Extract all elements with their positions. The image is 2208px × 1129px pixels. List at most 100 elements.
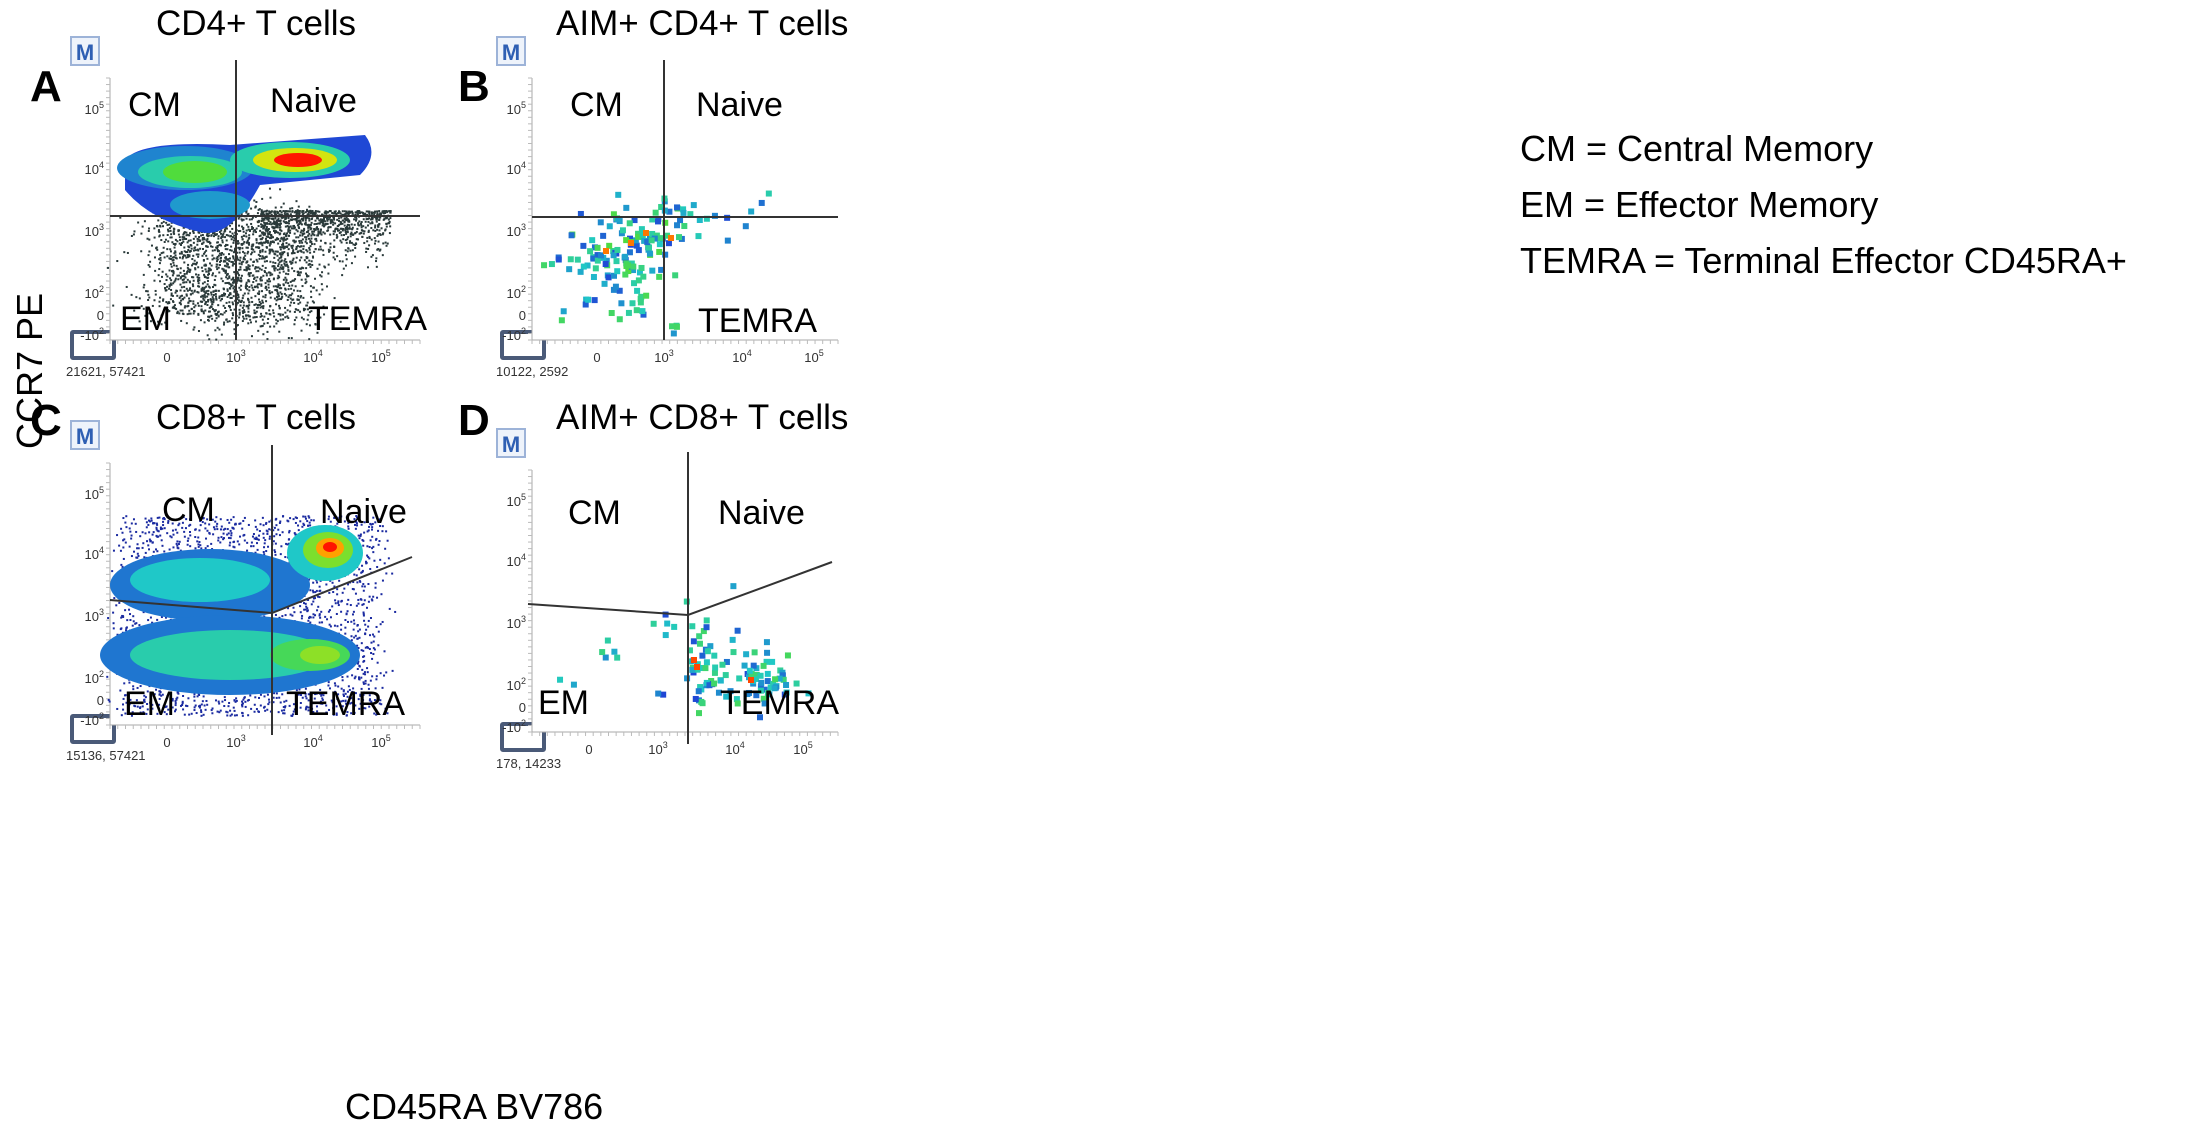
event-dot bbox=[289, 304, 292, 307]
m-button-b[interactable]: M bbox=[496, 36, 526, 66]
gate-box-icon-b[interactable] bbox=[500, 330, 546, 360]
event-dot bbox=[241, 711, 244, 714]
event-dot bbox=[160, 239, 163, 242]
event-dot bbox=[214, 312, 217, 315]
m-button-c[interactable]: M bbox=[70, 420, 100, 450]
event-dot bbox=[336, 235, 339, 238]
event-dot bbox=[292, 279, 295, 282]
event-dot bbox=[296, 230, 299, 233]
event-dot bbox=[295, 308, 298, 311]
event-dot bbox=[130, 714, 133, 717]
event-dot bbox=[376, 212, 379, 215]
gate-box-icon-a[interactable] bbox=[70, 330, 116, 360]
event-dot bbox=[136, 552, 139, 555]
event-dot bbox=[278, 534, 281, 537]
event-dot bbox=[209, 242, 212, 245]
event-dot bbox=[277, 223, 280, 226]
event-dot bbox=[280, 298, 283, 301]
event-dot bbox=[312, 286, 315, 289]
event-dot bbox=[347, 583, 350, 586]
event-dot bbox=[329, 616, 332, 619]
event-dot bbox=[336, 588, 339, 591]
event-dot bbox=[299, 231, 302, 234]
event-dot bbox=[314, 322, 317, 325]
event-dot bbox=[340, 227, 343, 230]
event-dot bbox=[350, 241, 353, 244]
event-dot bbox=[312, 256, 315, 259]
event-dot bbox=[287, 288, 290, 291]
event-dot bbox=[334, 222, 337, 225]
event-dot bbox=[348, 226, 351, 229]
event-dot bbox=[236, 279, 239, 282]
event-dot bbox=[369, 567, 372, 570]
event-dot bbox=[233, 328, 236, 331]
event-dot bbox=[364, 560, 367, 563]
event-dot bbox=[229, 714, 232, 717]
m-button-a[interactable]: M bbox=[70, 36, 100, 66]
event-dot bbox=[378, 223, 381, 226]
event-dot bbox=[250, 207, 253, 210]
event-dot bbox=[337, 600, 340, 603]
event-dot bbox=[265, 212, 268, 215]
event-dot bbox=[194, 704, 197, 707]
event-dot bbox=[223, 264, 226, 267]
event-dot bbox=[297, 693, 300, 696]
event-dot bbox=[221, 241, 224, 244]
event-dot bbox=[248, 301, 251, 304]
event-dot bbox=[248, 286, 251, 289]
event-dot bbox=[156, 535, 159, 538]
event-dot bbox=[189, 312, 192, 315]
event-dot bbox=[368, 217, 371, 220]
event-dot bbox=[266, 230, 269, 233]
event-dot bbox=[252, 533, 255, 536]
event-dot bbox=[327, 226, 330, 229]
event-dot bbox=[196, 302, 199, 305]
event-dot bbox=[233, 714, 236, 717]
event-dot bbox=[303, 608, 306, 611]
event-dot bbox=[217, 315, 220, 318]
event-dot bbox=[265, 522, 268, 525]
event-dot bbox=[372, 551, 375, 554]
event-dot bbox=[249, 271, 252, 274]
event-dot bbox=[289, 297, 292, 300]
event-dot bbox=[170, 294, 173, 297]
event-dot bbox=[329, 246, 332, 249]
event-dot bbox=[178, 274, 181, 277]
event-dot bbox=[580, 242, 587, 249]
event-dot bbox=[148, 312, 151, 315]
gate-box-icon-c[interactable] bbox=[70, 714, 116, 744]
event-dot bbox=[160, 539, 163, 542]
event-dot bbox=[388, 210, 391, 213]
event-dot bbox=[198, 529, 201, 532]
event-dot bbox=[233, 285, 236, 288]
event-dot bbox=[217, 539, 220, 542]
event-dot bbox=[279, 701, 282, 704]
event-dot bbox=[355, 604, 358, 607]
event-dot bbox=[181, 278, 184, 281]
event-dot bbox=[365, 606, 368, 609]
event-dot bbox=[274, 222, 277, 225]
event-dot bbox=[197, 238, 200, 241]
event-dot bbox=[263, 226, 266, 229]
event-dot bbox=[352, 610, 355, 613]
event-dot bbox=[220, 232, 223, 235]
event-dot bbox=[329, 242, 332, 245]
event-dot bbox=[317, 231, 320, 234]
event-dot bbox=[242, 534, 245, 537]
event-dot bbox=[179, 243, 182, 246]
event-dot bbox=[152, 550, 155, 553]
event-dot bbox=[284, 276, 287, 279]
event-dot bbox=[239, 229, 242, 232]
event-dot bbox=[162, 251, 165, 254]
event-dot bbox=[128, 608, 131, 611]
event-dot bbox=[285, 242, 288, 245]
event-dot bbox=[186, 233, 189, 236]
event-dot bbox=[327, 248, 330, 251]
event-dot bbox=[263, 218, 266, 221]
event-dot bbox=[321, 288, 324, 291]
event-dot bbox=[328, 708, 331, 711]
event-dot bbox=[284, 705, 287, 708]
event-dot bbox=[196, 243, 199, 246]
event-dot bbox=[187, 304, 190, 307]
event-dot bbox=[279, 314, 282, 317]
